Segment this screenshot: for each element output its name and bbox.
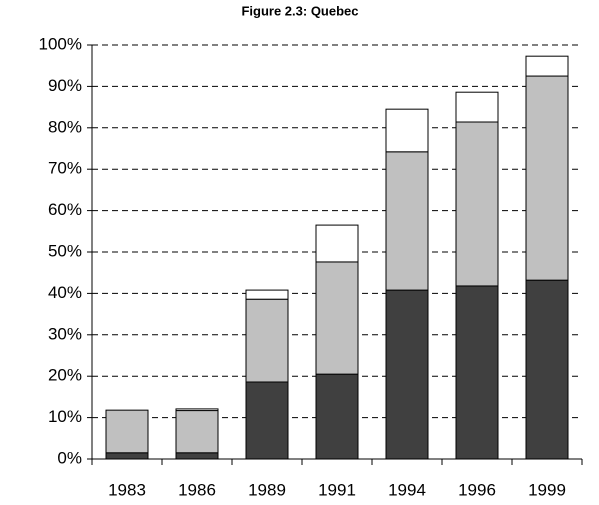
bar-segment — [315, 261, 359, 375]
bar-segment — [385, 151, 429, 291]
y-tick-label: 10% — [48, 407, 82, 426]
y-tick-label: 60% — [48, 200, 82, 219]
y-tick-label: 0% — [57, 448, 82, 467]
y-tick-label: 30% — [48, 324, 82, 343]
bar-segment — [315, 224, 359, 263]
bar-segment — [175, 408, 219, 412]
x-tick-label: 1991 — [318, 480, 356, 499]
bar-segment — [245, 298, 289, 383]
bar-segment — [525, 279, 569, 460]
y-tick-label: 100% — [39, 34, 82, 53]
x-tick-label: 1986 — [178, 480, 216, 499]
y-tick-label: 40% — [48, 283, 82, 302]
bar-segment — [175, 452, 219, 460]
bar-segment — [105, 452, 149, 460]
bar-segment — [525, 75, 569, 281]
x-tick-label: 1983 — [108, 480, 146, 499]
x-tick-label: 1989 — [248, 480, 286, 499]
bar-segment — [175, 410, 219, 454]
bar-segment — [105, 409, 149, 454]
y-tick-label: 80% — [48, 117, 82, 136]
bar-segment — [525, 55, 569, 77]
bar-segment — [455, 91, 499, 123]
bar-segment — [245, 381, 289, 460]
bar-segment — [245, 289, 289, 300]
y-tick-label: 90% — [48, 76, 82, 95]
x-tick-label: 1999 — [528, 480, 566, 499]
x-tick-label: 1994 — [388, 480, 426, 499]
y-tick-label: 50% — [48, 241, 82, 260]
chart-title: Figure 2.3: Quebec — [241, 3, 358, 18]
bar-segment — [385, 108, 429, 153]
bar-segment — [455, 121, 499, 287]
bar-segment — [455, 285, 499, 460]
bar-segment — [385, 289, 429, 460]
y-tick-label: 70% — [48, 159, 82, 178]
x-tick-label: 1996 — [458, 480, 496, 499]
bar-segment — [315, 373, 359, 460]
y-tick-label: 20% — [48, 366, 82, 385]
